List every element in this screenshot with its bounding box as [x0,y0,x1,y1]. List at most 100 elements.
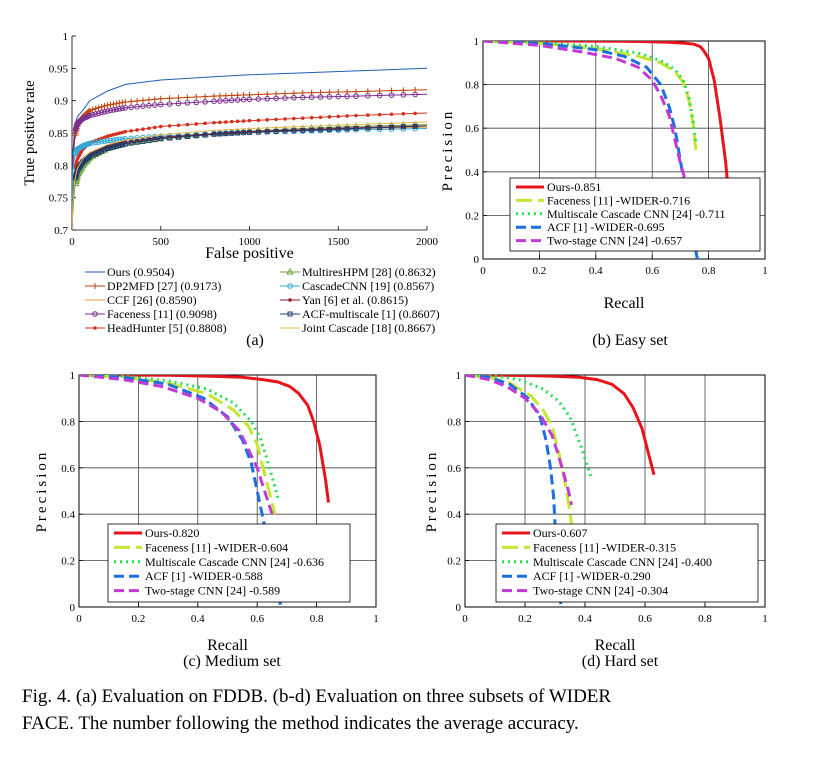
marker-circle [101,108,108,115]
plot-frame [464,374,766,608]
marker-plus [222,92,229,99]
y-tick-label: 0.75 [49,193,69,205]
marker-circle [175,100,182,107]
marker-square [116,143,122,149]
marker-plus [145,96,152,103]
marker-dot [241,119,246,123]
y-tick-label: 0.85 [49,128,69,140]
marker-plus [211,93,217,100]
marker-plus [166,95,173,102]
panel-a-fddb: 0 500 1000 1500 2000 0.7 0.75 0.8 0.85 0.9 0.95 1 Fa… [22,31,440,349]
panel-sublabel: (b) Easy set [592,332,668,349]
y-tick-label: 1 [474,36,480,48]
marker-square [113,143,119,149]
marker-circle [353,93,359,99]
marker-dot [389,112,394,117]
marker-circle [140,103,146,109]
marker-square [202,132,208,138]
y-axis-label: Precision [34,450,50,533]
legend-entry: CascadeCNN [19] (0.8567) [302,279,434,293]
x-tick-label: 0.4 [191,613,205,625]
marker-circle [152,102,158,108]
marker-circle [128,104,134,111]
marker-circle [291,94,297,101]
marker-circle [299,94,306,101]
y-tick-label: 0 [70,602,76,614]
marker-dot [229,119,234,124]
series-line-4 [465,375,573,506]
marker-circle [157,101,164,108]
marker-dot [176,123,181,128]
marker-circle [217,98,223,104]
x-tick-label: 0.4 [589,265,603,277]
marker-plus [216,92,223,99]
marker-square [93,151,99,157]
marker-circle [228,97,235,104]
marker-circle [122,104,129,111]
marker-square [365,125,371,131]
legend-entry: MultiresHPM [28] (0.8632) [302,265,436,279]
marker-plus [92,105,99,112]
y-tick-label: 0.2 [447,556,461,568]
y-tick-label: 0.2 [61,556,75,568]
marker-circle [110,107,117,113]
marker-dot [336,114,341,119]
marker-square [105,146,110,152]
legend-entry: Two-stage CNN [24] -0.657 [547,234,682,248]
marker-square [140,138,146,144]
marker-dot [102,135,107,140]
x-tick-label: 0.6 [645,265,659,277]
marker-square [217,131,223,137]
marker-circle [273,95,279,102]
marker-dot [218,120,222,125]
marker-dot [300,116,305,120]
marker-circle [246,96,253,103]
marker-square [264,129,270,135]
series-line-0 [79,375,330,503]
x-tick-label: 0 [480,265,486,277]
series-line-1 [79,375,277,515]
marker-square [335,126,341,132]
marker-square [128,140,134,146]
y-tick-label: 0.4 [61,509,75,521]
y-tick-label: 0.6 [465,123,479,135]
series-line-4 [483,41,688,184]
legend-entry: Ours-0.851 [547,180,601,194]
marker-circle [92,139,99,146]
marker-plus [119,99,126,106]
y-tick-label: 0.9 [54,96,68,108]
marker-circle [89,140,96,146]
marker-circle [412,91,418,98]
legend-box [495,523,759,603]
x-tick-label: 0.2 [533,265,547,277]
series-line-1 [72,89,427,230]
marker-circle [104,108,111,114]
marker-circle [134,103,140,110]
panel-sublabel: (c) Medium set [183,653,281,670]
marker-circle [86,112,93,119]
y-tick-label: 0.8 [447,416,461,428]
legend-entry: ACF [1] -WIDER-0.588 [145,569,263,583]
marker-square [229,130,235,136]
marker-dot [93,326,97,330]
marker-square [300,127,306,133]
marker-square [110,144,116,150]
legend-entry: Ours-0.820 [145,526,199,540]
marker-dot [283,117,287,121]
x-tick-label: 0.8 [698,613,712,625]
marker-square [146,138,152,144]
marker-plus [175,94,182,101]
x-axis-label: False positive [205,245,293,262]
series-line-3 [72,93,427,230]
marker-square [96,149,102,155]
x-tick-label: 0.2 [132,613,146,625]
marker-circle [326,93,333,100]
marker-circle [388,92,395,98]
marker-square [291,128,297,134]
legend-entry: Yan [6] et al. (0.8615) [302,293,408,307]
marker-circle [107,137,114,144]
marker-dot [327,115,332,119]
marker-circle [376,92,383,99]
